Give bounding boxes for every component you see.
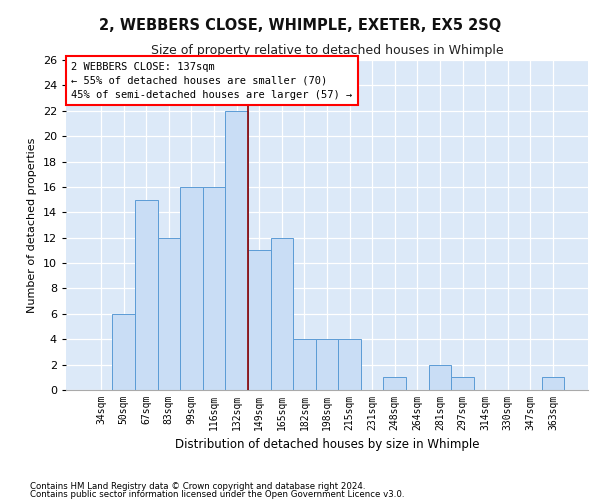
Bar: [135, 200, 158, 390]
Title: Size of property relative to detached houses in Whimple: Size of property relative to detached ho…: [151, 44, 503, 58]
Bar: [203, 187, 226, 390]
Bar: [383, 378, 406, 390]
Text: 2 WEBBERS CLOSE: 137sqm
← 55% of detached houses are smaller (70)
45% of semi-de: 2 WEBBERS CLOSE: 137sqm ← 55% of detache…: [71, 62, 352, 100]
Bar: [226, 111, 248, 390]
Text: Contains HM Land Registry data © Crown copyright and database right 2024.: Contains HM Land Registry data © Crown c…: [30, 482, 365, 491]
Bar: [316, 339, 338, 390]
Bar: [293, 339, 316, 390]
Text: Contains public sector information licensed under the Open Government Licence v3: Contains public sector information licen…: [30, 490, 404, 499]
Y-axis label: Number of detached properties: Number of detached properties: [27, 138, 37, 312]
Bar: [180, 187, 203, 390]
Bar: [158, 238, 180, 390]
X-axis label: Distribution of detached houses by size in Whimple: Distribution of detached houses by size …: [175, 438, 479, 452]
Bar: [428, 364, 451, 390]
Bar: [542, 378, 564, 390]
Text: 2, WEBBERS CLOSE, WHIMPLE, EXETER, EX5 2SQ: 2, WEBBERS CLOSE, WHIMPLE, EXETER, EX5 2…: [99, 18, 501, 32]
Bar: [248, 250, 271, 390]
Bar: [112, 314, 135, 390]
Bar: [271, 238, 293, 390]
Bar: [451, 378, 474, 390]
Bar: [338, 339, 361, 390]
